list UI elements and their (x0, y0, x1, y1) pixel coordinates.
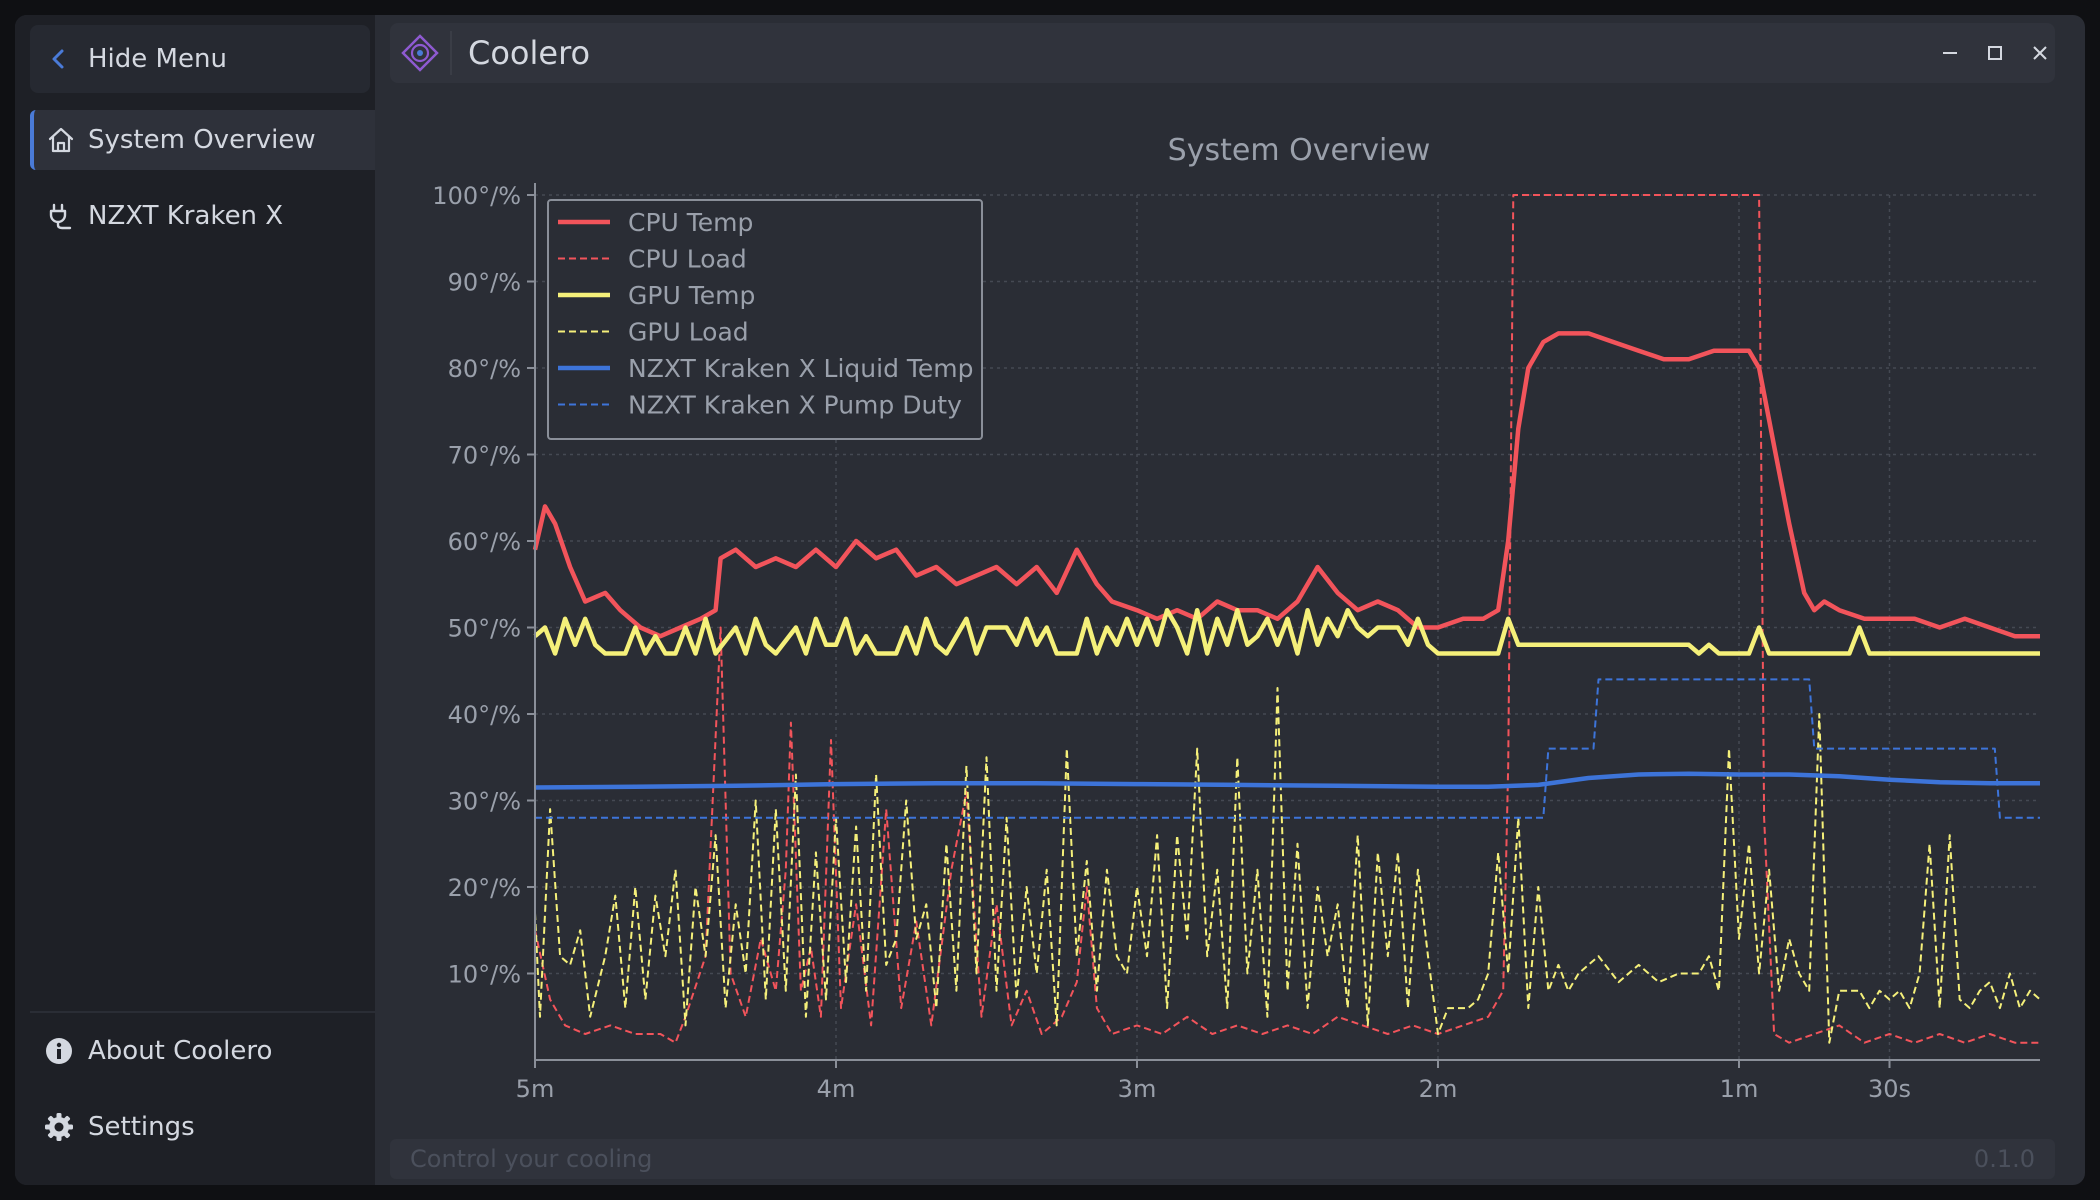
y-tick-label: 50°/% (448, 615, 521, 643)
series-line-0 (532, 331, 2040, 639)
x-tick-label: 4m (817, 1075, 856, 1103)
status-text: Control your cooling (410, 1145, 653, 1173)
y-tick-label: 40°/% (448, 701, 521, 729)
y-tick-label: 100°/% (432, 182, 521, 210)
series-line-2 (533, 607, 2040, 656)
sidebar-item-nzxt-kraken-x[interactable]: NZXT Kraken X (30, 186, 375, 246)
hide-menu-label: Hide Menu (88, 44, 227, 74)
title-divider (450, 31, 452, 75)
legend-label: CPU Load (628, 245, 747, 274)
y-tick-label: 30°/% (448, 788, 521, 816)
info-icon (30, 1036, 88, 1066)
maximize-icon (1988, 46, 2002, 60)
hide-menu-button[interactable]: Hide Menu (30, 25, 370, 93)
y-tick-label: 70°/% (448, 442, 521, 470)
legend-label: GPU Load (628, 318, 749, 347)
chart-title: System Overview (1168, 133, 1431, 168)
chart-legend: CPU Temp CPU Load GPU Temp GPU Load NZXT Kra… (547, 199, 983, 440)
legend-label: GPU Temp (628, 281, 755, 310)
legend-label: NZXT Kraken X Liquid Temp (628, 354, 974, 383)
version-label: 0.1.0 (1973, 1145, 2035, 1173)
series-line-1 (534, 194, 2040, 1044)
series-line-5 (535, 678, 2040, 819)
sidebar-item-label: System Overview (88, 125, 316, 155)
close-button[interactable] (2020, 33, 2060, 73)
gear-icon (30, 1112, 88, 1142)
y-tick-label: 60°/% (448, 528, 521, 556)
system-overview-chart: 10°/% 20°/% 30°/% 40°/% 50°/% 60°/% 70°/% 80°/%… (390, 95, 2055, 1115)
legend-label: NZXT Kraken X Pump Duty (628, 391, 962, 420)
legend-label: CPU Temp (628, 208, 753, 237)
minimize-icon (1943, 52, 1957, 54)
home-icon (34, 125, 88, 155)
close-icon (2033, 46, 2047, 60)
sidebar: Hide Menu System Overview NZXT Kraken X … (15, 15, 375, 1185)
sidebar-item-settings[interactable]: Settings (30, 1097, 375, 1157)
app-title: Coolero (468, 34, 591, 72)
x-tick-label: 3m (1118, 1075, 1157, 1103)
plug-icon (30, 201, 88, 231)
chart-series (532, 194, 2041, 1044)
chevron-left-icon (30, 48, 88, 70)
sidebar-item-system-overview[interactable]: System Overview (30, 110, 375, 170)
x-tick-label: 5m (516, 1075, 555, 1103)
x-tick-label: 30s (1868, 1075, 1911, 1103)
sidebar-item-label: Settings (88, 1112, 195, 1142)
minimize-button[interactable] (1930, 33, 1970, 73)
y-tick-label: 80°/% (448, 355, 521, 383)
y-tick-label: 90°/% (448, 269, 521, 297)
legend-box (547, 199, 983, 440)
status-bar: Control your cooling 0.1.0 (390, 1139, 2055, 1179)
x-tick-label: 2m (1419, 1075, 1458, 1103)
chart-grid (534, 194, 2040, 1060)
y-tick-label: 20°/% (448, 874, 521, 902)
sidebar-divider (30, 1011, 375, 1013)
sidebar-item-label: NZXT Kraken X (88, 201, 284, 231)
app-logo-icon (400, 33, 440, 73)
title-bar: Coolero (390, 23, 2055, 83)
series-line-3 (534, 687, 2041, 1044)
chart-canvas: 10°/% 20°/% 30°/% 40°/% 50°/% 60°/% 70°/% 80°/%… (432, 133, 2041, 1103)
y-tick-label: 10°/% (448, 961, 521, 989)
x-tick-label: 1m (1720, 1075, 1759, 1103)
maximize-button[interactable] (1975, 33, 2015, 73)
series-line-4 (534, 771, 2040, 790)
sidebar-item-label: About Coolero (88, 1036, 273, 1066)
app-window: Hide Menu System Overview NZXT Kraken X … (15, 15, 2085, 1185)
chart-axes: 10°/% 20°/% 30°/% 40°/% 50°/% 60°/% 70°/% 80°/%… (432, 182, 2040, 1103)
sidebar-item-about[interactable]: About Coolero (30, 1021, 375, 1081)
